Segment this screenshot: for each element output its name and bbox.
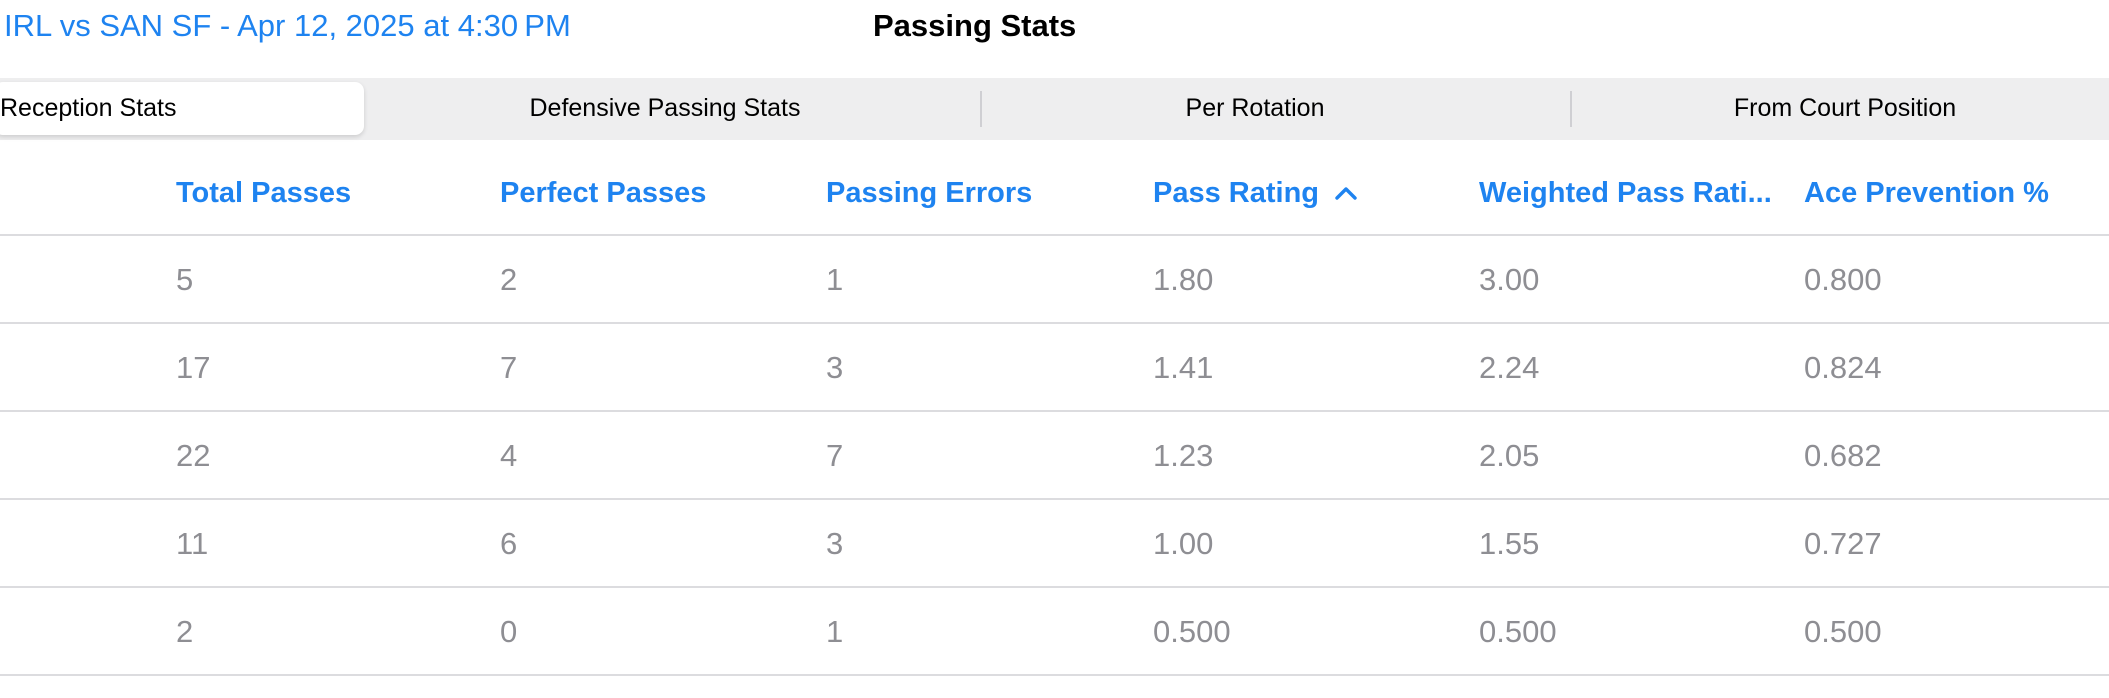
column-header-label: Ace Prevention % bbox=[1804, 177, 2049, 209]
table-cell: 0.500 bbox=[1479, 614, 1557, 649]
table-cell: 1.41 bbox=[1153, 350, 1214, 385]
column-header-label: Weighted Pass Rati... bbox=[1479, 177, 1772, 209]
row-divider bbox=[0, 410, 2109, 412]
table-cell: 0.682 bbox=[1804, 438, 1882, 473]
column-header-passing-errors[interactable]: Passing Errors bbox=[826, 177, 1032, 210]
table-cell: 6 bbox=[500, 526, 518, 561]
back-to-match-link[interactable]: IRL vs SAN SF - Apr 12, 2025 at 4:30 PM bbox=[4, 8, 571, 43]
tab-defensive-passing-stats[interactable]: Defensive Passing Stats bbox=[529, 94, 801, 122]
table-cell: 3.00 bbox=[1479, 262, 1540, 297]
page-title: Passing Stats bbox=[873, 8, 1077, 43]
column-header-label: Passing Errors bbox=[826, 177, 1033, 209]
table-cell: 0.727 bbox=[1804, 526, 1882, 561]
table-cell: 2.05 bbox=[1479, 438, 1540, 473]
segment-divider bbox=[980, 91, 982, 127]
table-cell: 1 bbox=[826, 614, 844, 649]
tab-per-rotation[interactable]: Per Rotation bbox=[1185, 94, 1325, 122]
table-cell: 7 bbox=[826, 438, 844, 473]
table-cell: 17 bbox=[176, 350, 211, 385]
column-header-label: Total Passes bbox=[176, 177, 352, 209]
tab-reception-stats[interactable]: Reception Stats bbox=[0, 94, 177, 122]
header-divider bbox=[0, 234, 2109, 236]
table-cell: 1.23 bbox=[1153, 438, 1214, 473]
row-divider bbox=[0, 498, 2109, 500]
table-cell: 1.80 bbox=[1153, 262, 1214, 297]
selected-segment-highlight bbox=[0, 82, 364, 135]
table-cell: 3 bbox=[826, 350, 844, 385]
chevron-up-icon bbox=[1335, 180, 1357, 206]
table-cell: 0.800 bbox=[1804, 262, 1882, 297]
table-cell: 1.55 bbox=[1479, 526, 1540, 561]
table-cell: 1.00 bbox=[1153, 526, 1214, 561]
table-cell: 2.24 bbox=[1479, 350, 1540, 385]
table-cell: 0.824 bbox=[1804, 350, 1882, 385]
column-header-total-passes[interactable]: Total Passes bbox=[176, 177, 351, 210]
segment-divider bbox=[1570, 91, 1572, 127]
table-cell: 22 bbox=[176, 438, 211, 473]
table-cell: 3 bbox=[826, 526, 844, 561]
column-header-label: Pass Rating bbox=[1153, 177, 1319, 209]
table-cell: 2 bbox=[176, 614, 194, 649]
row-divider bbox=[0, 586, 2109, 588]
table-cell: 11 bbox=[176, 526, 209, 561]
table-cell: 1 bbox=[826, 262, 844, 297]
column-header-ace-prevention[interactable]: Ace Prevention % bbox=[1804, 177, 2049, 210]
column-header-perfect-passes[interactable]: Perfect Passes bbox=[500, 177, 706, 210]
row-divider bbox=[0, 674, 2109, 676]
table-cell: 4 bbox=[500, 438, 518, 473]
table-cell: 7 bbox=[500, 350, 518, 385]
column-header-label: Perfect Passes bbox=[500, 177, 707, 209]
navigation-bar: IRL vs SAN SF - Apr 12, 2025 at 4:30 PM … bbox=[0, 0, 2109, 58]
row-divider bbox=[0, 322, 2109, 324]
tab-from-court-position[interactable]: From Court Position bbox=[1733, 94, 1957, 122]
table-cell: 5 bbox=[176, 262, 194, 297]
stats-segmented-control: Reception Stats Defensive Passing Stats … bbox=[0, 78, 2109, 140]
table-cell: 0.500 bbox=[1804, 614, 1882, 649]
column-header-pass-rating[interactable]: Pass Rating bbox=[1153, 177, 1357, 210]
column-header-weighted-pass-rating[interactable]: Weighted Pass Rati... bbox=[1479, 177, 1772, 210]
table-cell: 0 bbox=[500, 614, 518, 649]
table-cell: 2 bbox=[500, 262, 518, 297]
table-cell: 0.500 bbox=[1153, 614, 1231, 649]
